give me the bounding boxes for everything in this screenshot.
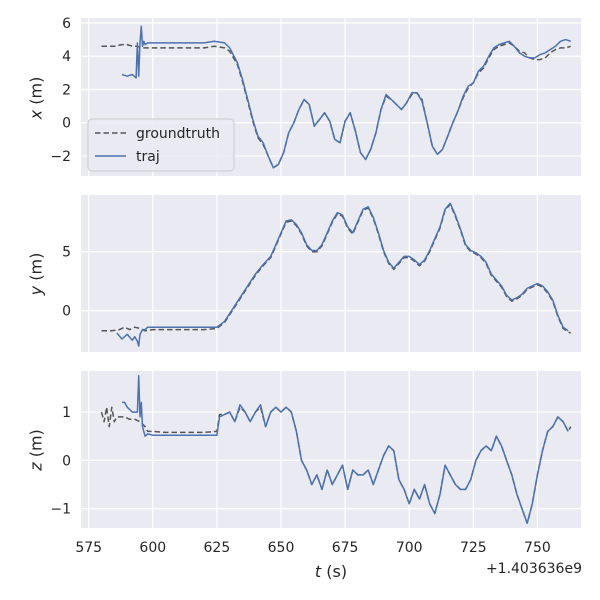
x-tick-label: 675 (332, 540, 359, 556)
series-traj-y (116, 202, 569, 347)
ylabel-y-unit: (m) (27, 253, 46, 286)
y-tick-label-x: 6 (62, 16, 71, 32)
y-tick-label-x: 4 (62, 49, 71, 65)
x-tick-label: 625 (204, 540, 231, 556)
y-tick-label-x: −2 (50, 149, 71, 165)
x-tick-label: 750 (524, 540, 551, 556)
y-tick-label-x: 2 (62, 82, 71, 98)
panel-y: 50 (62, 195, 581, 352)
xlabel: t (s) (315, 562, 347, 581)
xlabel-var: t (315, 562, 322, 581)
ylabel-z-var: z (27, 462, 46, 472)
legend-label-traj: traj (136, 149, 160, 165)
x-tick-label: 725 (460, 540, 487, 556)
legend: groundtruth traj (87, 118, 235, 172)
y-tick-label-y: 5 (62, 245, 71, 261)
y-tick-label-z: −1 (50, 502, 71, 518)
ylabel-y-var: y (27, 285, 46, 296)
series-traj-x (121, 25, 571, 169)
x-tick-label: 700 (396, 540, 423, 556)
xlabel-unit: (s) (321, 562, 347, 581)
plot-area-z (81, 371, 581, 528)
y-tick-label-x: 0 (62, 116, 71, 132)
x-tick-label: 650 (268, 540, 295, 556)
y-tick-label-z: 0 (62, 453, 71, 469)
ylabel-x-unit: (m) (27, 77, 46, 110)
y-tick-label-y: 0 (62, 304, 71, 320)
svg-text:y (m): y (m) (27, 253, 46, 297)
ylabel-x-var: x (27, 109, 46, 120)
ylabel-z: z (m) (27, 429, 46, 472)
series-traj-z (122, 375, 569, 524)
panel-z: 1 0 −1 575 600 625 650 675 700 725 750 (50, 371, 581, 556)
ylabel-z-unit: (m) (27, 429, 46, 462)
ylabel-x: x (m) (27, 77, 46, 121)
legend-label-groundtruth: groundtruth (136, 126, 220, 142)
legend-frame (87, 118, 235, 172)
ylabel-y: y (m) (27, 253, 46, 297)
svg-text:z (m): z (m) (27, 429, 46, 472)
x-offset-label: +1.403636e9 (486, 561, 582, 577)
plot-area-y (81, 195, 581, 352)
x-tick-label: 575 (75, 540, 102, 556)
y-tick-label-z: 1 (62, 405, 71, 421)
x-tick-label: 600 (139, 540, 166, 556)
svg-text:x (m): x (m) (27, 77, 46, 121)
